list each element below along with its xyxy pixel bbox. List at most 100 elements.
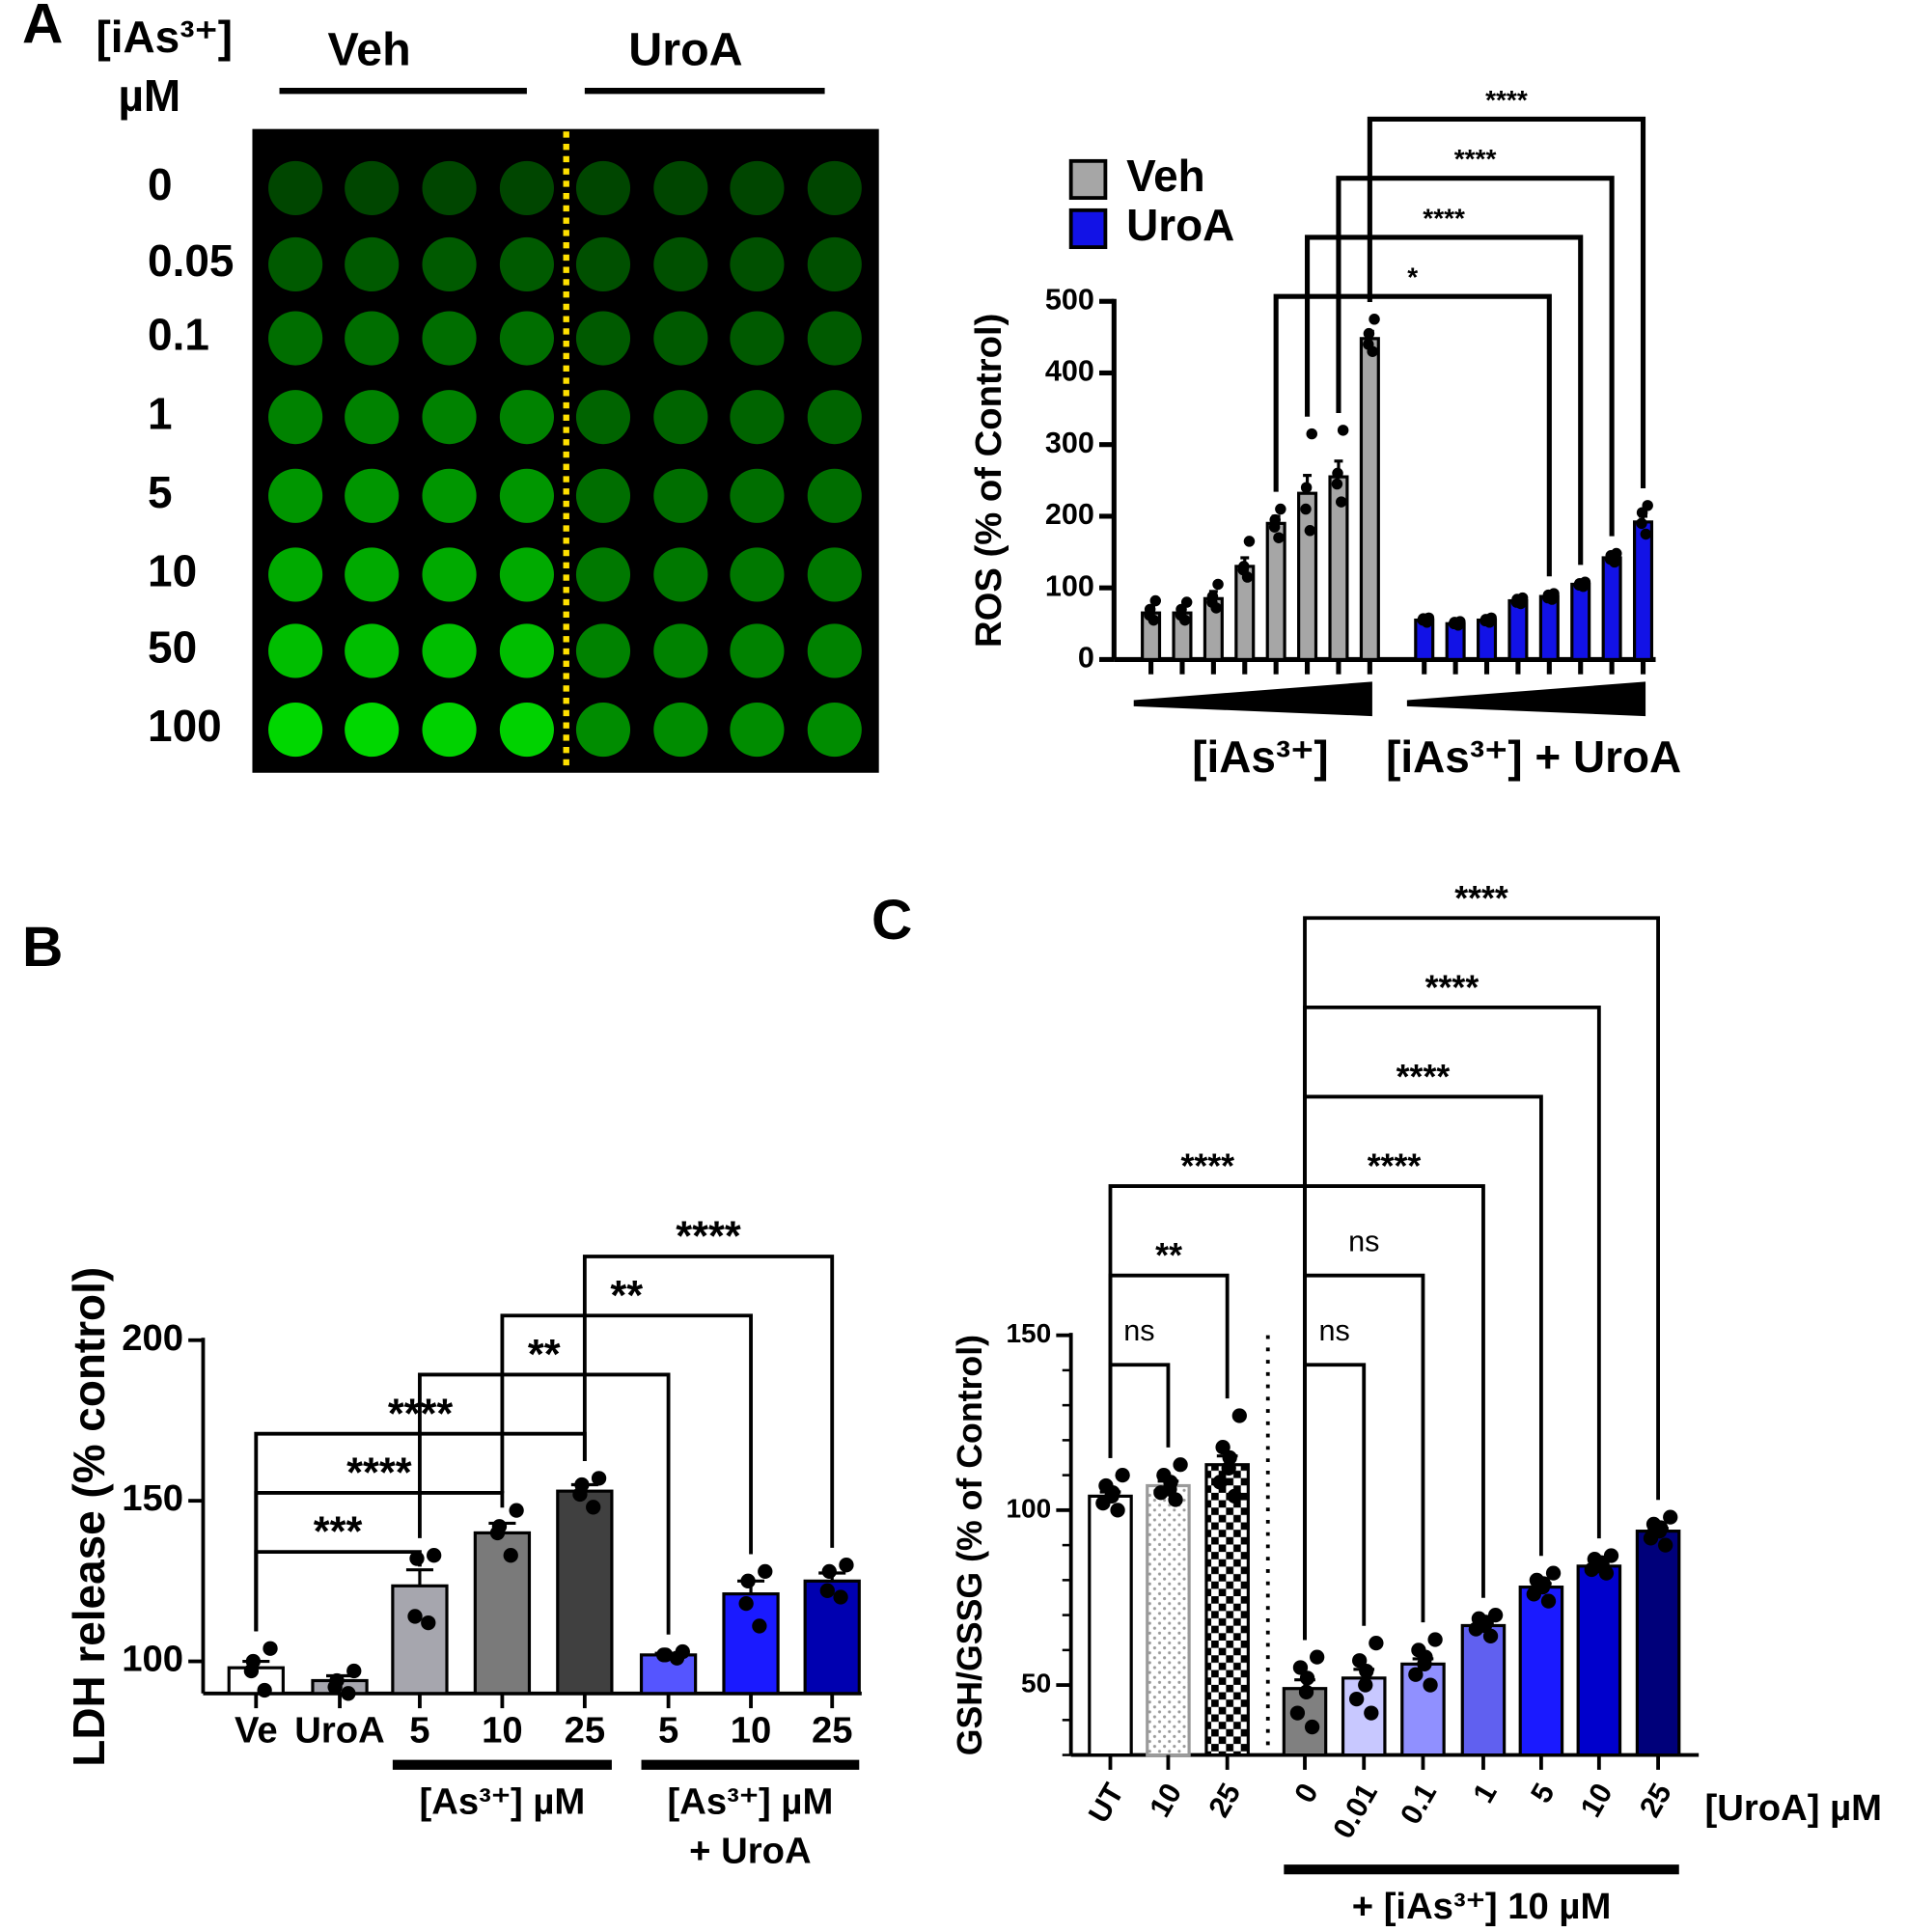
- well: [345, 160, 400, 215]
- plate-row-label: 100: [148, 701, 222, 751]
- bar: [1538, 594, 1560, 661]
- significance-bracket: [1303, 1184, 1485, 1641]
- well: [653, 623, 708, 678]
- data-point: [1363, 339, 1374, 350]
- data-point: [1273, 532, 1285, 543]
- y-tick-label: 100: [1006, 1493, 1051, 1523]
- data-point: [1423, 612, 1435, 624]
- concentration-wedge: [1406, 681, 1646, 717]
- significance-label: ***: [314, 1509, 363, 1556]
- data-point: [1243, 536, 1256, 547]
- group-label: [iAs³⁺]: [1192, 731, 1329, 782]
- panel-label: C: [871, 889, 912, 952]
- data-point: [1331, 478, 1343, 490]
- plate-row-label: 5: [148, 467, 173, 517]
- data-point: [1173, 1457, 1188, 1473]
- data-point: [1300, 503, 1312, 515]
- data-point: [1289, 1705, 1306, 1721]
- bar: [1507, 598, 1529, 661]
- data-point: [1540, 1593, 1557, 1609]
- data-point: [1299, 1670, 1315, 1686]
- data-point: [1310, 1649, 1325, 1665]
- data-point: [1358, 1677, 1373, 1693]
- bar: [1088, 1494, 1133, 1757]
- data-point: [574, 1477, 590, 1493]
- data-point: [1206, 591, 1219, 602]
- significance-label: ns: [1348, 1226, 1379, 1258]
- data-point: [1642, 500, 1653, 511]
- data-point: [1300, 482, 1313, 493]
- panel-label: A: [22, 0, 63, 56]
- well: [268, 623, 323, 678]
- data-point: [1352, 1653, 1368, 1669]
- well: [575, 160, 631, 215]
- x-tick-label: 10: [731, 1710, 772, 1752]
- data-point: [1427, 1632, 1443, 1647]
- y-tick-label: 100: [122, 1639, 183, 1680]
- data-point: [1645, 1516, 1662, 1532]
- data-point: [1180, 596, 1193, 608]
- y-tick-label: 300: [1045, 427, 1094, 459]
- well: [730, 160, 785, 215]
- data-point: [1336, 496, 1347, 508]
- well: [575, 311, 631, 366]
- data-point: [833, 1589, 848, 1605]
- data-point: [1636, 517, 1647, 530]
- data-point: [1485, 612, 1497, 624]
- significance-bracket: [418, 1372, 671, 1635]
- x-tick-label: 5: [658, 1710, 678, 1752]
- data-point: [1115, 1467, 1130, 1483]
- data-point: [1304, 525, 1316, 537]
- data-point: [1423, 1677, 1438, 1693]
- y-axis-label: GSH/GSSG (% of Control): [951, 1335, 989, 1755]
- bar: [1282, 1687, 1328, 1757]
- data-point: [1471, 1611, 1487, 1626]
- data-point: [1222, 1449, 1237, 1466]
- well: [653, 236, 708, 292]
- bar: [473, 1531, 532, 1696]
- bar: [803, 1579, 861, 1696]
- legend-label: Veh: [1126, 151, 1205, 201]
- data-point: [675, 1643, 690, 1660]
- well: [422, 547, 477, 602]
- plate-axis-label: [iAs³⁺]: [96, 12, 233, 62]
- well: [422, 623, 477, 678]
- bar: [1635, 1530, 1681, 1757]
- x-tick-label: 0.1: [1394, 1778, 1443, 1830]
- data-point: [752, 1618, 767, 1634]
- well: [730, 311, 785, 366]
- group-label: [As³⁺] µM: [419, 1781, 585, 1823]
- data-point: [740, 1573, 756, 1588]
- plate-row-label: 10: [148, 546, 197, 596]
- data-point: [1516, 592, 1529, 604]
- significance-label: ****: [346, 1450, 412, 1497]
- data-point: [509, 1503, 524, 1518]
- well: [268, 468, 323, 523]
- well: [268, 236, 323, 292]
- significance-label: ****: [676, 1214, 741, 1260]
- data-point: [1640, 528, 1652, 540]
- significance-label: ****: [1454, 144, 1497, 174]
- data-point: [1156, 1467, 1172, 1483]
- significance-label: ****: [1425, 968, 1479, 1007]
- well: [653, 160, 708, 215]
- well: [730, 236, 785, 292]
- well: [575, 468, 631, 523]
- data-point: [329, 1672, 345, 1689]
- well: [730, 623, 785, 678]
- x-tick-label: UT: [1082, 1778, 1130, 1829]
- data-point: [1364, 1705, 1379, 1721]
- well: [575, 703, 631, 758]
- data-point: [421, 1615, 436, 1631]
- data-point: [1658, 1537, 1673, 1553]
- bar: [1632, 520, 1654, 661]
- well: [268, 390, 323, 445]
- well: [807, 311, 862, 366]
- bar: [1518, 1586, 1564, 1757]
- x-tick-label: 0: [1288, 1778, 1325, 1808]
- well: [730, 703, 785, 758]
- data-point: [591, 1471, 607, 1486]
- data-point: [1227, 1488, 1242, 1504]
- significance-label: ns: [1318, 1314, 1349, 1347]
